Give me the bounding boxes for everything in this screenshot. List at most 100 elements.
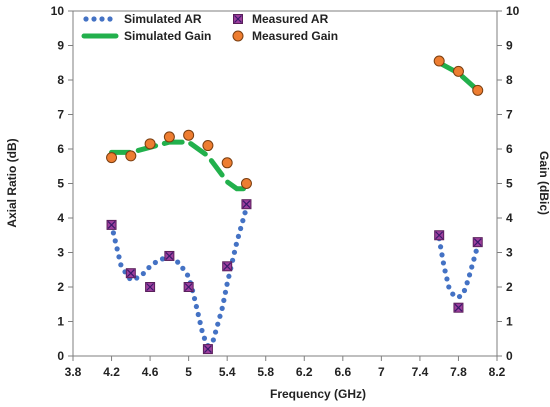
measured-gain-point xyxy=(183,129,195,141)
measured-ar-marker-cross xyxy=(107,220,116,229)
legend-item-simulated-gain: Simulated Gain xyxy=(81,29,211,43)
measured-ar-marker-cross xyxy=(223,262,232,271)
measured-gain-point xyxy=(106,152,118,164)
y-right-tick-label: 9 xyxy=(506,39,513,53)
y-axis-right-title: Gain (dBic) xyxy=(537,151,550,215)
y-right-tick-label: 4 xyxy=(506,211,513,225)
measured-ar-point xyxy=(434,230,445,241)
x-tick-label: 6.6 xyxy=(334,365,351,379)
legend: Simulated AR Simulated Gain Measured AR Mea… xyxy=(81,12,338,43)
y-left-tick-label: 0 xyxy=(57,349,64,363)
simulated-ar-dot xyxy=(446,284,452,290)
simulated-ar-dot xyxy=(193,303,199,310)
simulated-ar-dot xyxy=(466,272,473,278)
simulated-ar-dot xyxy=(140,270,146,277)
legend-swatch xyxy=(91,16,97,22)
x-tick-label: 5.4 xyxy=(219,365,236,379)
measured-ar-point xyxy=(241,199,252,210)
measured-ar-marker-cross xyxy=(203,345,212,354)
measured-gain-point xyxy=(472,84,484,96)
legend-item-measured-ar: Measured AR xyxy=(233,12,329,26)
x-tick-label: 7.8 xyxy=(450,365,467,379)
simulated-ar-dot xyxy=(464,280,470,286)
simulated-ar-dot xyxy=(197,319,203,326)
measured-ar-point xyxy=(472,237,483,248)
measured-ar-point xyxy=(453,302,464,313)
simulated-ar-dot xyxy=(469,264,475,270)
plot-frame xyxy=(72,10,498,357)
y-right-tick-label: 6 xyxy=(506,142,513,156)
simulated-ar-dot xyxy=(201,335,208,341)
legend-label: Simulated AR xyxy=(124,12,202,26)
x-tick-label: 4.2 xyxy=(103,365,120,379)
x-tick-label: 7.4 xyxy=(412,365,429,379)
x-tick-label: 3.8 xyxy=(65,365,82,379)
simulated-ar-dot xyxy=(226,273,232,279)
legend-swatch xyxy=(107,16,113,22)
simulated-ar-dot xyxy=(233,241,239,247)
measured-ar-marker-cross xyxy=(184,283,193,291)
legend-item-measured-gain: Measured Gain xyxy=(232,29,338,43)
y-axis-left-ticks: 0 1 2 3 4 5 6 7 8 9 10 xyxy=(51,4,73,363)
legend-swatch-cross xyxy=(234,15,242,23)
y-right-tick-label: 5 xyxy=(506,177,513,191)
y-left-tick-label: 10 xyxy=(51,4,65,18)
measured-ar-marker-cross xyxy=(126,269,135,278)
simulated-ar-dot xyxy=(152,259,158,266)
simulated-ar-dot xyxy=(210,337,216,343)
simulated-gain-line xyxy=(436,60,481,93)
measured-gain-point xyxy=(163,131,175,143)
y-right-tick-label: 1 xyxy=(506,315,513,329)
measured-gain-point xyxy=(202,140,214,152)
simulated-ar-dot xyxy=(456,293,463,300)
simulated-ar-dot xyxy=(442,268,448,274)
simulated-ar-dot xyxy=(184,272,191,278)
x-tick-label: 5 xyxy=(185,365,192,379)
y-right-tick-label: 2 xyxy=(506,280,513,294)
y-left-tick-label: 7 xyxy=(57,108,64,122)
measured-ar-marker-cross xyxy=(165,252,174,260)
simulated-ar-dot xyxy=(240,218,246,224)
simulated-ar-dot xyxy=(215,321,221,327)
legend-item-simulated-ar: Simulated AR xyxy=(83,12,202,26)
legend-label: Simulated Gain xyxy=(124,29,211,43)
y-left-tick-label: 6 xyxy=(57,142,64,156)
simulated-ar-dot xyxy=(222,289,229,295)
measured-ar-point xyxy=(202,344,213,355)
simulated-ar-dot xyxy=(195,311,201,318)
measured-gain-point xyxy=(452,65,464,77)
simulated-ar-dot xyxy=(116,254,122,260)
measured-ar-marker-cross xyxy=(473,238,482,247)
y-right-tick-label: 7 xyxy=(506,108,513,122)
y-left-tick-label: 3 xyxy=(57,246,64,260)
x-axis-title: Frequency (GHz) xyxy=(270,387,366,401)
simulated-ar-dot xyxy=(217,313,223,319)
measured-ar-point xyxy=(164,250,175,261)
simulated-ar-dot xyxy=(180,265,186,271)
x-tick-label: 5.8 xyxy=(257,365,274,379)
measured-ar-marker-cross xyxy=(435,231,444,240)
y-right-tick-label: 8 xyxy=(506,73,513,87)
legend-swatch xyxy=(232,30,244,42)
simulated-ar-dot xyxy=(238,225,244,232)
simulated-ar-dot xyxy=(110,230,117,236)
y-left-tick-label: 4 xyxy=(57,211,64,225)
measured-ar-point xyxy=(222,261,233,272)
x-tick-label: 7 xyxy=(378,365,385,379)
y-left-tick-label: 5 xyxy=(57,177,64,191)
measured-gain-point xyxy=(221,157,233,169)
simulated-ar-dot xyxy=(471,256,477,262)
simulated-ar-dot xyxy=(221,297,227,303)
simulated-ar-dot xyxy=(118,262,124,268)
y-right-tick-label: 10 xyxy=(506,4,520,18)
measured-gain-point xyxy=(240,178,252,189)
simulated-ar-dot xyxy=(175,259,181,265)
measured-ar-point xyxy=(125,268,136,279)
legend-swatch xyxy=(99,16,105,22)
y-right-tick-label: 3 xyxy=(506,246,513,260)
measured-ar-point xyxy=(106,219,117,230)
simulated-ar-dot xyxy=(199,327,205,334)
simulated-ar-dot xyxy=(461,287,468,294)
simulated-ar-dot xyxy=(146,264,152,271)
